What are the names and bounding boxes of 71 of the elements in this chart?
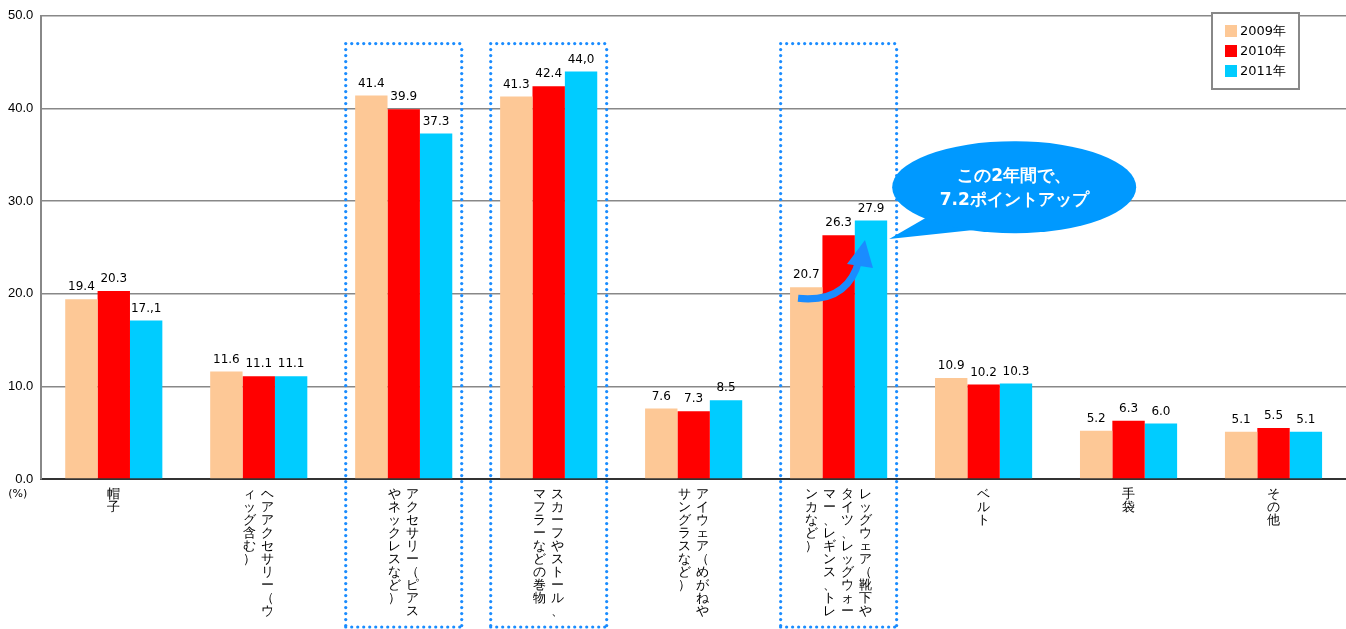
data-label: 10.9 xyxy=(937,358,965,373)
y-tick-label: 10.0 xyxy=(7,377,34,393)
data-label: 5.5 xyxy=(1263,408,1284,423)
data-label: 44,0 xyxy=(567,51,595,66)
bar xyxy=(564,71,598,479)
data-label: 41.4 xyxy=(357,75,385,90)
bar xyxy=(1144,423,1178,479)
data-label: 5.1 xyxy=(1231,411,1251,426)
bar xyxy=(500,96,533,479)
bar xyxy=(1079,430,1113,479)
y-tick-label: 20.0 xyxy=(7,285,34,301)
bar xyxy=(967,384,1000,479)
data-label: 6.3 xyxy=(1119,400,1139,415)
legend-label: 2010年 xyxy=(1240,41,1287,60)
bar xyxy=(274,376,308,479)
bar xyxy=(1257,428,1290,479)
category-label: ヘアアクセサリー（ウィッグ含む） xyxy=(243,486,275,618)
annotation: この2年間で、 7.2ポイントアップ xyxy=(939,164,1089,212)
data-label: 42.4 xyxy=(535,66,563,81)
y-tick-label: 30.0 xyxy=(7,192,34,208)
data-label: 6.0 xyxy=(1151,403,1171,418)
bar xyxy=(709,400,743,479)
y-tick-label: 0.0 xyxy=(15,470,34,486)
y-tick-label: 50.0 xyxy=(7,7,34,23)
data-label: 17.,1 xyxy=(130,300,162,315)
data-label: 5.1 xyxy=(1296,411,1316,426)
bar xyxy=(1224,431,1258,479)
bar xyxy=(65,299,98,479)
x-tick-label: 帽子 xyxy=(107,486,121,514)
bar xyxy=(999,383,1033,479)
data-label: 10.3 xyxy=(1002,363,1030,378)
data-label: 37.3 xyxy=(422,113,450,128)
bar xyxy=(1112,420,1145,479)
data-label: 8.5 xyxy=(716,380,736,395)
bar xyxy=(677,411,710,479)
bar xyxy=(242,376,275,479)
data-label: 19.4 xyxy=(68,279,95,294)
category-label: スカーフやストール、マフラーなどの巻物 xyxy=(533,486,565,618)
data-label: 10.2 xyxy=(970,364,997,379)
data-label: 11.1 xyxy=(277,356,305,371)
bar xyxy=(97,290,130,479)
data-label: 41.3 xyxy=(502,76,530,91)
data-label: 11.6 xyxy=(213,351,240,366)
x-tick-label: 手袋 xyxy=(1122,486,1136,514)
bar xyxy=(387,109,420,479)
data-label: 20.3 xyxy=(100,271,128,286)
x-tick-label: ベルト xyxy=(977,486,991,527)
data-label: 39.9 xyxy=(390,89,418,104)
data-label: 20.7 xyxy=(792,267,820,282)
data-label: 7.3 xyxy=(684,391,704,406)
data-label: 7.6 xyxy=(651,388,671,403)
bar xyxy=(935,378,968,479)
bar xyxy=(129,320,163,479)
y-tick-label: 40.0 xyxy=(7,100,34,116)
bar xyxy=(1289,431,1323,479)
bar xyxy=(210,371,243,479)
data-label: 11.1 xyxy=(245,356,273,371)
y-axis-title: (%) xyxy=(8,487,28,500)
data-label: 26.3 xyxy=(825,215,852,230)
bar xyxy=(532,86,565,479)
category-label: アクセサリー（ピアスやネックレスなど） xyxy=(388,486,420,618)
data-label: 5.2 xyxy=(1086,410,1106,425)
bar xyxy=(645,408,678,479)
data-label: 27.9 xyxy=(857,200,885,215)
bar xyxy=(355,95,388,479)
x-tick-label: その他 xyxy=(1267,486,1281,527)
category-label: レッグウェア（靴下やタイツ、レッグウォーマー、レギンス、トレンカなど） xyxy=(805,486,873,618)
legend-label: 2011年 xyxy=(1240,61,1287,80)
bar xyxy=(419,133,453,479)
legend-label: 2009年 xyxy=(1240,21,1287,40)
category-label: アイウェア（めがねやサングラスなど） xyxy=(678,486,710,618)
